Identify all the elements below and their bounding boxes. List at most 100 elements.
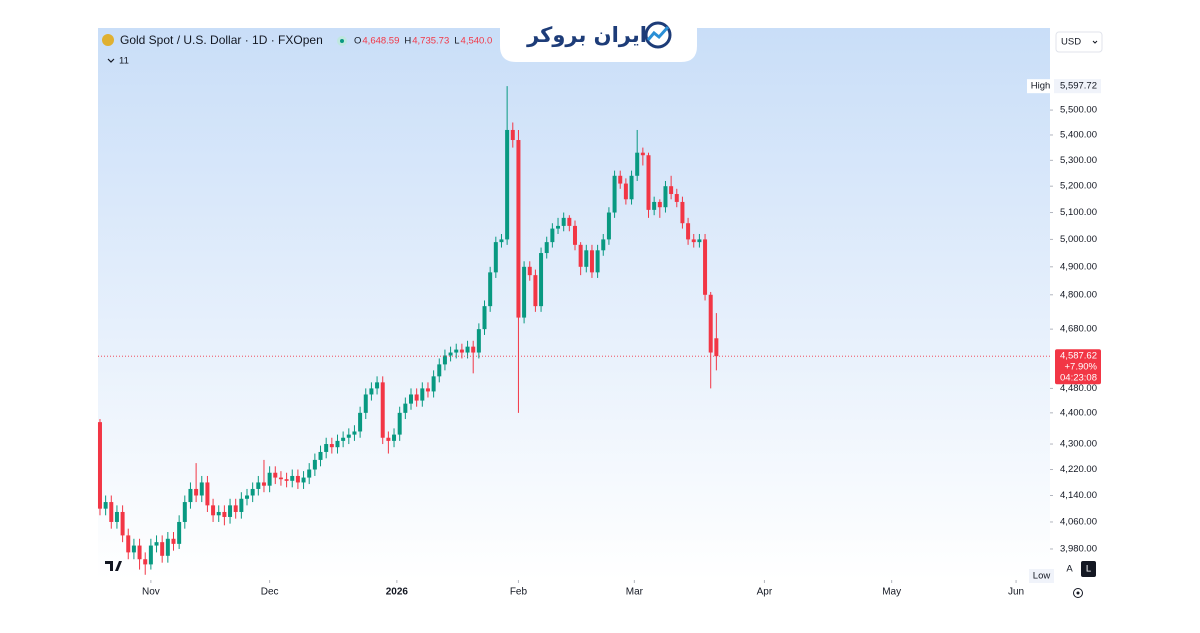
candle-body — [550, 228, 555, 243]
candle-body — [363, 394, 368, 413]
candle-body — [459, 349, 464, 353]
tv-logo[interactable] — [105, 561, 122, 571]
y-tick-label: 4,220.00 — [1060, 464, 1097, 475]
candle-body — [199, 482, 204, 496]
candle-body — [544, 242, 549, 254]
high-marker-tag — [1027, 79, 1054, 94]
candle-body — [510, 129, 515, 141]
candle-body — [618, 175, 623, 184]
candle-body — [194, 488, 199, 496]
candle-body — [312, 459, 317, 470]
plot-area — [98, 28, 1050, 580]
candle-body — [154, 542, 159, 546]
y-tick-label: 4,400.00 — [1060, 407, 1097, 418]
candle-body — [657, 201, 662, 208]
candle-body — [284, 479, 289, 481]
indicator-count[interactable]: 11 — [119, 56, 129, 67]
scale-button[interactable] — [1062, 561, 1077, 577]
candle-body — [182, 502, 187, 522]
candle-body — [623, 183, 628, 200]
candle-body — [589, 250, 594, 273]
low-marker-label: Low — [1033, 571, 1051, 582]
candle-body — [318, 451, 323, 460]
candle-body — [691, 239, 696, 243]
candle-body — [674, 194, 679, 202]
y-tick-label: 4,900.00 — [1060, 261, 1097, 272]
brand-name: ایران بروکر — [526, 23, 647, 47]
x-tick-label: Jun — [1008, 587, 1024, 598]
candle-body — [261, 482, 266, 486]
candle-body — [386, 437, 391, 441]
ohlc-value: 4,648.59 — [362, 36, 399, 47]
market-status — [337, 36, 347, 46]
candle-body — [703, 239, 708, 295]
last-price-box — [1055, 349, 1101, 385]
candle-body — [584, 250, 589, 267]
settings-icon[interactable] — [1073, 588, 1083, 598]
last-price-label: 4,587.62 — [1060, 351, 1097, 362]
ohlc-key: O — [354, 36, 361, 47]
currency-select[interactable] — [1055, 31, 1103, 53]
candle-body — [425, 388, 430, 392]
candle-body — [114, 511, 119, 522]
candle-body — [556, 225, 561, 229]
candle-body — [324, 444, 329, 452]
x-tick-label: Dec — [261, 587, 279, 598]
currency-label[interactable]: USD — [1061, 37, 1081, 48]
scale-button-label[interactable]: A — [1066, 564, 1073, 575]
candle-body — [437, 364, 442, 377]
candle-body — [165, 538, 170, 556]
candle-body — [408, 394, 413, 404]
ohlc-header: O 4,648.59 H 4,735.73 L 4,540.0 — [354, 36, 492, 47]
collapse-icon[interactable] — [107, 58, 115, 63]
candle-body — [431, 376, 436, 392]
candle-body — [97, 422, 102, 509]
candle-body — [420, 388, 425, 401]
candle-body — [465, 346, 470, 353]
candle-body — [612, 175, 617, 213]
ohlc-value: 4,735.73 — [412, 36, 449, 47]
last-price-change: +7.90% — [1065, 362, 1098, 373]
candle-body — [256, 482, 261, 489]
scale-button[interactable] — [1081, 561, 1096, 577]
y-tick-label: 4,480.00 — [1060, 383, 1097, 394]
marks — [97, 86, 719, 575]
y-tick-label: 5,200.00 — [1060, 181, 1097, 192]
candle-body — [629, 175, 634, 200]
candle-body — [471, 346, 476, 353]
candle-body — [211, 505, 216, 516]
y-tick-label: 5,300.00 — [1060, 155, 1097, 166]
candle-body — [403, 403, 408, 413]
candle-body — [245, 495, 250, 499]
candle-body — [380, 382, 385, 438]
y-tick-label: 4,300.00 — [1060, 439, 1097, 450]
candle-body — [505, 129, 510, 240]
candle-body — [476, 329, 481, 353]
candle-body — [239, 498, 244, 512]
scale-button-label[interactable]: L — [1086, 564, 1091, 575]
candle-body — [301, 477, 306, 483]
candle-body — [205, 482, 210, 506]
candle-body — [120, 511, 125, 536]
y-tick-label: 5,100.00 — [1060, 207, 1097, 218]
candle-body — [369, 388, 374, 395]
candle-body — [137, 545, 142, 560]
candle-body — [103, 502, 108, 509]
candle-body — [222, 511, 227, 517]
candle-body — [454, 349, 459, 353]
candle-body — [606, 212, 611, 240]
candle-body — [335, 440, 340, 448]
candle-body — [188, 488, 193, 503]
ohlc-key: H — [404, 36, 411, 47]
candle-body — [527, 266, 532, 276]
candle-body — [708, 294, 713, 353]
candle-body — [567, 217, 572, 226]
candle-body — [352, 431, 357, 435]
low-marker-tag — [1029, 569, 1054, 583]
candle-body — [148, 545, 153, 565]
candle-body — [697, 239, 702, 243]
high-marker-value-bg — [1054, 79, 1101, 94]
candle-body — [499, 239, 504, 243]
candle-body — [375, 382, 380, 389]
